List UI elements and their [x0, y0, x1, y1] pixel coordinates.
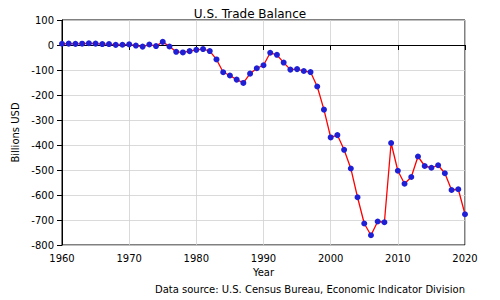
svg-text:1970: 1970	[116, 253, 141, 264]
svg-text:-700: -700	[31, 215, 54, 226]
svg-text:-500: -500	[31, 165, 54, 176]
svg-text:Data source: U.S. Census Burea: Data source: U.S. Census Bureau, Economi…	[155, 284, 465, 295]
svg-text:-600: -600	[31, 190, 54, 201]
svg-text:-300: -300	[31, 115, 54, 126]
svg-text:Billions USD: Billions USD	[10, 102, 21, 162]
svg-text:0: 0	[48, 40, 54, 51]
svg-text:1990: 1990	[251, 253, 276, 264]
svg-text:1960: 1960	[49, 253, 74, 264]
svg-text:-400: -400	[31, 140, 54, 151]
svg-text:Year: Year	[252, 267, 275, 278]
svg-text:-200: -200	[31, 90, 54, 101]
svg-text:1980: 1980	[184, 253, 209, 264]
svg-text:2010: 2010	[385, 253, 410, 264]
svg-text:-100: -100	[31, 65, 54, 76]
svg-text:2000: 2000	[318, 253, 343, 264]
svg-text:2020: 2020	[452, 253, 477, 264]
svg-text:100: 100	[35, 15, 54, 26]
svg-text:U.S. Trade Balance: U.S. Trade Balance	[194, 7, 306, 21]
svg-text:-800: -800	[31, 240, 54, 251]
